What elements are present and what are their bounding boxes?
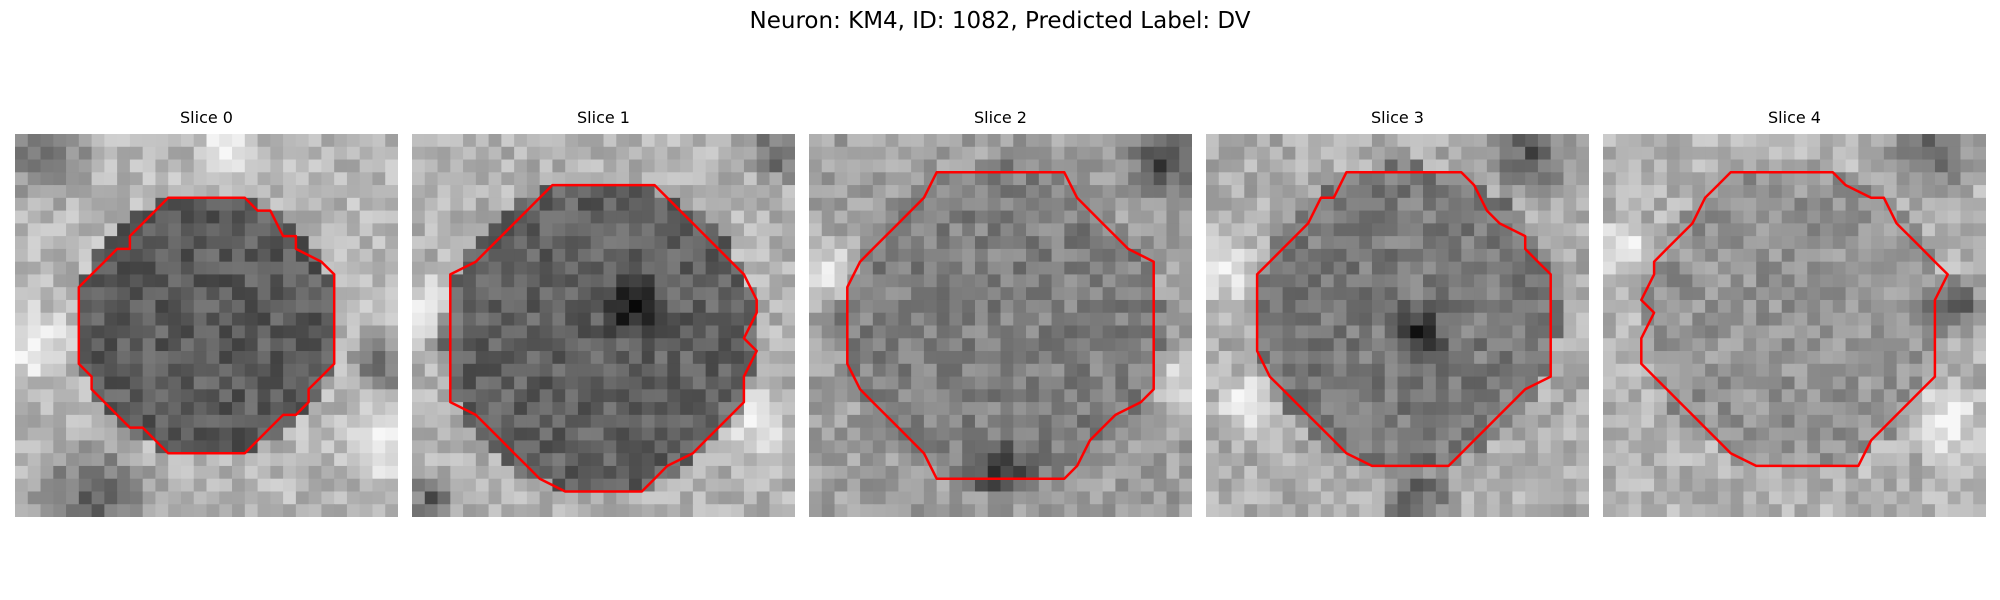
- figure-title: Neuron: KM4, ID: 1082, Predicted Label: …: [749, 8, 1251, 34]
- slice-image: [809, 134, 1192, 517]
- slice-label: Slice 3: [1371, 108, 1424, 127]
- cell-contour: [1640, 171, 1949, 468]
- slice-image: [15, 134, 398, 517]
- slice-image-svg: [412, 134, 795, 517]
- slice-label: Slice 2: [974, 108, 1027, 127]
- slice-image: [1206, 134, 1589, 517]
- slice-image-svg: [1603, 134, 1986, 517]
- cell-contour: [1255, 171, 1552, 468]
- slice-image-svg: [1206, 134, 1589, 517]
- slice-label: Slice 1: [577, 108, 630, 127]
- slice-image: [1603, 134, 1986, 517]
- slice-image-svg: [15, 134, 398, 517]
- slice-label: Slice 0: [180, 108, 233, 127]
- cell-contour: [77, 196, 336, 455]
- cell-contour: [449, 183, 758, 493]
- slice-image: [412, 134, 795, 517]
- cell-contour: [846, 171, 1155, 480]
- slice-label: Slice 4: [1768, 108, 1821, 127]
- slice-image-svg: [809, 134, 1192, 517]
